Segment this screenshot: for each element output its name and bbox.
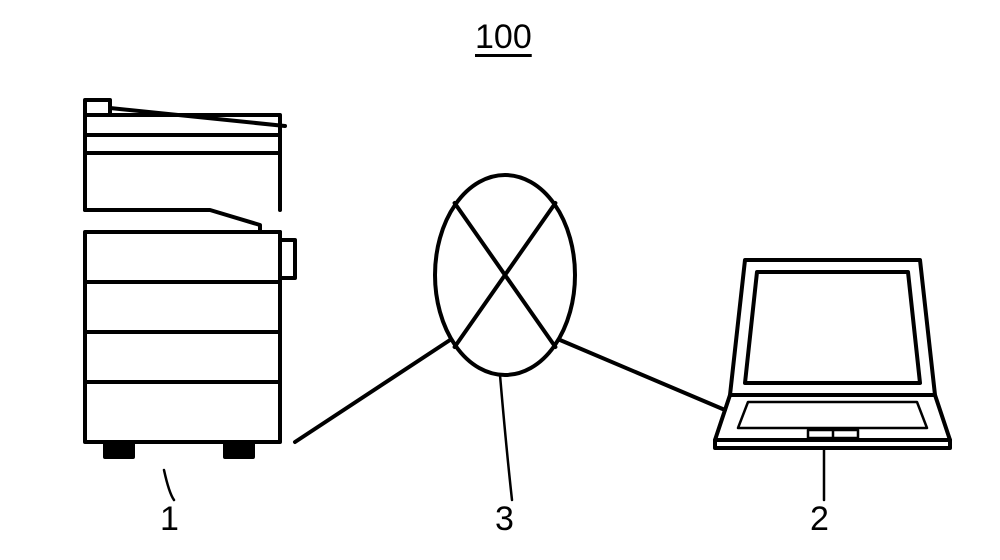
ref-label-network: 3 — [495, 500, 514, 539]
diagram-canvas: 100 — [0, 0, 1000, 560]
leader-printer — [164, 470, 174, 500]
laptop-icon — [715, 260, 950, 448]
connection-network-laptop — [560, 340, 725, 410]
network-icon — [435, 175, 575, 375]
printer-icon — [85, 100, 295, 457]
ref-label-printer: 1 — [160, 500, 179, 539]
diagram-svg — [0, 0, 1000, 560]
ref-label-laptop: 2 — [810, 500, 829, 539]
leader-network — [500, 375, 512, 500]
connection-printer-network — [295, 340, 450, 442]
